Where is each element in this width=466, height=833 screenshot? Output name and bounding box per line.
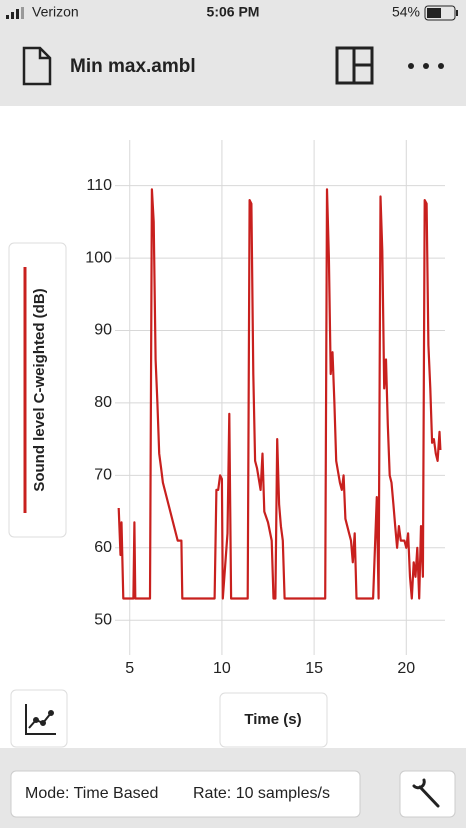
file-icon[interactable] (22, 46, 52, 86)
clock: 5:06 PM (207, 4, 260, 20)
layout-button[interactable] (335, 46, 374, 85)
graph-button[interactable] (10, 689, 68, 748)
carrier: Verizon (32, 4, 79, 20)
x-tick-label: 5 (125, 660, 134, 677)
x-tick-label: 10 (213, 660, 231, 677)
y-axis-label: Sound level C-weighted (dB) (31, 288, 48, 491)
wrench-icon (412, 778, 440, 808)
data-line (117, 188, 442, 600)
y-tick-label: 110 (86, 177, 112, 194)
y-tick-label: 80 (94, 394, 112, 411)
plot: 50 60 70 80 90 100 110 5 10 15 20 (85, 140, 445, 677)
x-label-box[interactable] (219, 692, 328, 748)
y-tick-label: 100 (85, 249, 112, 266)
content-bg (0, 106, 466, 748)
x-tick-label: 15 (305, 660, 323, 677)
battery-pct: 54% (392, 4, 420, 20)
y-tick-label: 60 (94, 539, 112, 556)
x-tick-label: 20 (397, 660, 415, 677)
signal (6, 7, 24, 19)
graph-icon (25, 704, 56, 735)
y-tick-label: 70 (94, 467, 112, 484)
mode: Mode: Time Based (25, 785, 158, 802)
mode-box[interactable] (10, 770, 361, 818)
more-button[interactable] (408, 63, 444, 69)
y-tick-label: 90 (94, 322, 112, 339)
x-axis-label: Time (s) (244, 711, 301, 728)
file-title: Min max.ambl (70, 56, 196, 77)
y-label-box[interactable] (8, 242, 67, 538)
battery-icon (424, 5, 458, 21)
header-bg (0, 0, 466, 106)
rate: Rate: 10 samples/s (193, 785, 330, 802)
y-tick-label: 50 (94, 611, 112, 628)
